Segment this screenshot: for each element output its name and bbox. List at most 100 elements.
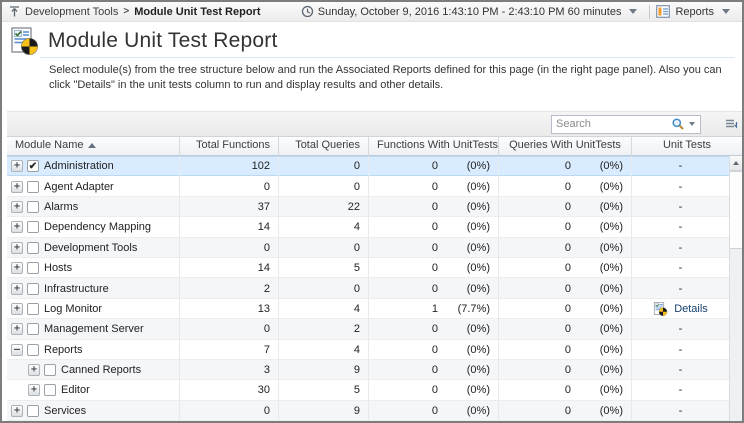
- expand-icon[interactable]: +: [11, 404, 23, 417]
- grid-toolbar: [7, 111, 742, 136]
- unit-tests-none: -: [678, 221, 683, 234]
- reports-button[interactable]: Reports: [675, 5, 714, 18]
- table-row[interactable]: + Infrastructure 2 0 0 (0%) 0 (0%) -: [7, 278, 729, 299]
- sort-asc-icon: [88, 143, 97, 148]
- expand-icon[interactable]: +: [11, 200, 23, 213]
- column-header-total-queries[interactable]: Total Queries: [279, 137, 369, 155]
- search-options-chevron-icon[interactable]: [689, 122, 695, 126]
- details-link[interactable]: Details: [674, 302, 708, 315]
- functions-ut-count: 0: [431, 343, 438, 356]
- column-header-module-name[interactable]: Module Name: [7, 137, 180, 155]
- table-row[interactable]: + Management Server 0 2 0 (0%) 0 (0%) -: [7, 319, 729, 340]
- column-header-unit-tests[interactable]: Unit Tests: [662, 139, 712, 151]
- queries-ut-percent: (0%): [599, 221, 623, 234]
- column-header-queries-with-unittests[interactable]: Queries With UnitTests: [499, 137, 632, 155]
- expand-icon[interactable]: +: [11, 160, 23, 173]
- table-row[interactable]: + Dependency Mapping 14 4 0 (0%) 0 (0%) -: [7, 217, 729, 238]
- functions-with-unittests-cell: 0 (0%): [369, 176, 499, 197]
- search-input[interactable]: [552, 118, 671, 130]
- table-row[interactable]: + Hosts 14 5 0 (0%) 0 (0%) -: [7, 257, 729, 279]
- reports-chevron-down-icon[interactable]: [722, 9, 730, 14]
- page-title: Module Unit Test Report: [48, 29, 278, 52]
- table-row[interactable]: + Agent Adapter 0 0 0 (0%) 0 (0%) -: [7, 176, 729, 197]
- queries-ut-count: 0: [564, 160, 571, 173]
- expand-icon[interactable]: +: [11, 262, 23, 275]
- module-checkbox[interactable]: [44, 364, 56, 377]
- collapse-icon[interactable]: –: [11, 343, 23, 356]
- expand-icon[interactable]: +: [11, 282, 23, 295]
- table-row[interactable]: + Editor 30 5 0 (0%) 0 (0%) -: [7, 380, 729, 401]
- module-checkbox[interactable]: [27, 282, 39, 295]
- pct-wrap: 0 (0%): [507, 303, 623, 315]
- pct-wrap: 0 (0%): [507, 364, 623, 376]
- expand-icon[interactable]: +: [11, 180, 23, 193]
- module-name-label: Alarms: [44, 200, 79, 213]
- vertical-scrollbar[interactable]: [729, 156, 742, 421]
- functions-with-unittests-cell: 0 (0%): [369, 217, 499, 238]
- scrollbar-thumb[interactable]: [730, 171, 742, 249]
- toolbar-divider: [649, 4, 651, 19]
- top-toolbar: Development Tools > Module Unit Test Rep…: [2, 2, 742, 22]
- column-header-functions-with-unittests[interactable]: Functions With UnitTests: [369, 137, 499, 155]
- module-checkbox[interactable]: [27, 262, 39, 275]
- total-functions-cell: 13: [180, 298, 279, 320]
- expand-icon[interactable]: +: [11, 221, 23, 234]
- functions-ut-percent: (0%): [466, 343, 490, 356]
- module-name-cell: + Hosts: [7, 257, 180, 279]
- expand-icon[interactable]: +: [11, 241, 23, 254]
- total-functions-cell: 7: [180, 339, 279, 360]
- module-checkbox[interactable]: ✔: [27, 160, 39, 173]
- table-row[interactable]: + ✔ Administration 102 0 0 (0%) 0 (0%) -: [7, 156, 729, 177]
- unit-tests-none: -: [678, 343, 683, 356]
- table-row[interactable]: + Canned Reports 3 9 0 (0%) 0 (0%) -: [7, 359, 729, 381]
- queries-ut-percent: (0%): [599, 384, 623, 397]
- column-header-total-functions[interactable]: Total Functions: [180, 137, 279, 155]
- hierarchy-up-icon[interactable]: [8, 5, 21, 18]
- table-row[interactable]: – Reports 7 4 0 (0%) 0 (0%) -: [7, 339, 729, 360]
- module-checkbox[interactable]: [27, 323, 39, 336]
- breadcrumb-development-tools[interactable]: Development Tools: [25, 5, 119, 18]
- expand-icon[interactable]: +: [11, 302, 23, 315]
- module-checkbox[interactable]: [27, 404, 39, 417]
- table-row[interactable]: + Services 0 9 0 (0%) 0 (0%) -: [7, 400, 729, 421]
- pct-wrap: 0 (0%): [377, 364, 490, 376]
- queries-with-unittests-cell: 0 (0%): [499, 400, 632, 421]
- pct-wrap: 0 (0%): [377, 242, 490, 254]
- module-checkbox[interactable]: [44, 384, 56, 397]
- queries-with-unittests-cell: 0 (0%): [499, 237, 632, 258]
- time-range-chevron-down-icon[interactable]: [629, 9, 638, 14]
- table-row[interactable]: + Log Monitor 13 4 1 (7.7%) 0 (0%) Details: [7, 298, 729, 320]
- expand-icon[interactable]: +: [28, 384, 40, 397]
- functions-ut-percent: (0%): [466, 282, 490, 295]
- expand-icon[interactable]: +: [28, 364, 40, 377]
- module-checkbox[interactable]: [27, 241, 39, 254]
- time-range-selector[interactable]: Sunday, October 9, 2016 1:43:10 PM - 2:4…: [317, 5, 622, 18]
- module-checkbox[interactable]: [27, 302, 39, 315]
- expand-icon[interactable]: +: [11, 323, 23, 336]
- grid-options-icon[interactable]: [725, 118, 738, 130]
- total-functions-cell: 14: [180, 217, 279, 238]
- unit-test-details-icon[interactable]: [653, 302, 668, 316]
- module-checkbox[interactable]: [27, 343, 39, 356]
- module-checkbox[interactable]: [27, 180, 39, 193]
- functions-ut-percent: (7.7%): [457, 302, 490, 315]
- module-name-cell: + Editor: [7, 380, 180, 401]
- queries-ut-percent: (0%): [599, 262, 623, 275]
- queries-ut-percent: (0%): [599, 343, 623, 356]
- module-checkbox[interactable]: [27, 200, 39, 213]
- pct-wrap: 0 (0%): [377, 283, 490, 295]
- table-row[interactable]: + Alarms 37 22 0 (0%) 0 (0%) -: [7, 196, 729, 218]
- total-queries-cell: 9: [279, 400, 369, 421]
- queries-ut-count: 0: [564, 384, 571, 397]
- module-name-cell: + Alarms: [7, 196, 180, 218]
- unit-tests-cell: -: [632, 380, 729, 400]
- unit-tests-none: -: [678, 282, 683, 295]
- queries-with-unittests-cell: 0 (0%): [499, 257, 632, 279]
- queries-ut-percent: (0%): [599, 200, 623, 213]
- module-checkbox[interactable]: [27, 221, 39, 234]
- table-row[interactable]: + Development Tools 0 0 0 (0%) 0 (0%) -: [7, 237, 729, 258]
- scroll-up-button[interactable]: [730, 156, 742, 171]
- functions-ut-percent: (0%): [466, 180, 490, 193]
- search-icon[interactable]: [671, 117, 685, 131]
- reports-icon: [656, 5, 671, 18]
